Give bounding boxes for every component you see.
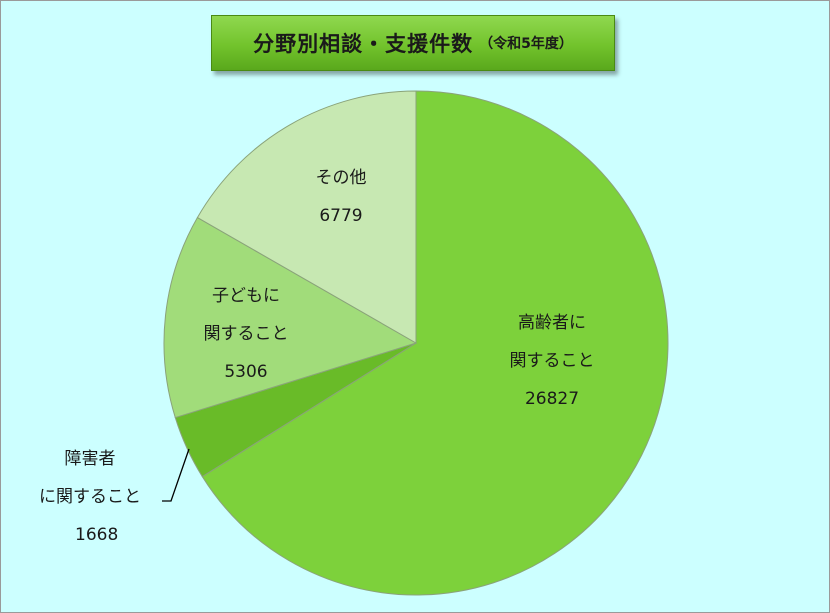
chart-subtitle: （令和5年度） (479, 36, 573, 52)
pie-slice-other (196, 90, 417, 344)
slice-label-children: 子どもに 関すること 5306 (181, 277, 311, 391)
slice-label-disability-line1: 障害者 (64, 449, 116, 469)
slice-label-children-line2: 関すること (203, 324, 289, 344)
slice-value-other: 6779 (319, 206, 363, 226)
pie-slice-children (163, 216, 418, 419)
chart-title: 分野別相談・支援件数 (253, 32, 474, 56)
slice-label-other: その他 6779 (291, 159, 391, 235)
pie-slice-elderly (201, 90, 669, 596)
leader-line (162, 448, 190, 502)
slice-label-children-line1: 子どもに (212, 286, 280, 306)
slice-label-other-line1: その他 (315, 168, 367, 188)
slice-label-elderly-line1: 高齢者に (518, 313, 586, 333)
chart-title-box: 分野別相談・支援件数 （令和5年度） (211, 15, 615, 71)
slice-value-children: 5306 (224, 362, 268, 382)
slice-value-elderly: 26827 (524, 389, 580, 409)
slice-label-elderly-line2: 関すること (509, 351, 595, 371)
slice-label-elderly: 高齢者に 関すること 26827 (487, 304, 617, 418)
slice-label-disability-line2: に関すること (39, 487, 141, 507)
slice-value-disability: 1668 (75, 525, 119, 545)
slice-label-disability: 障害者 に関すること 1668 (15, 440, 165, 554)
